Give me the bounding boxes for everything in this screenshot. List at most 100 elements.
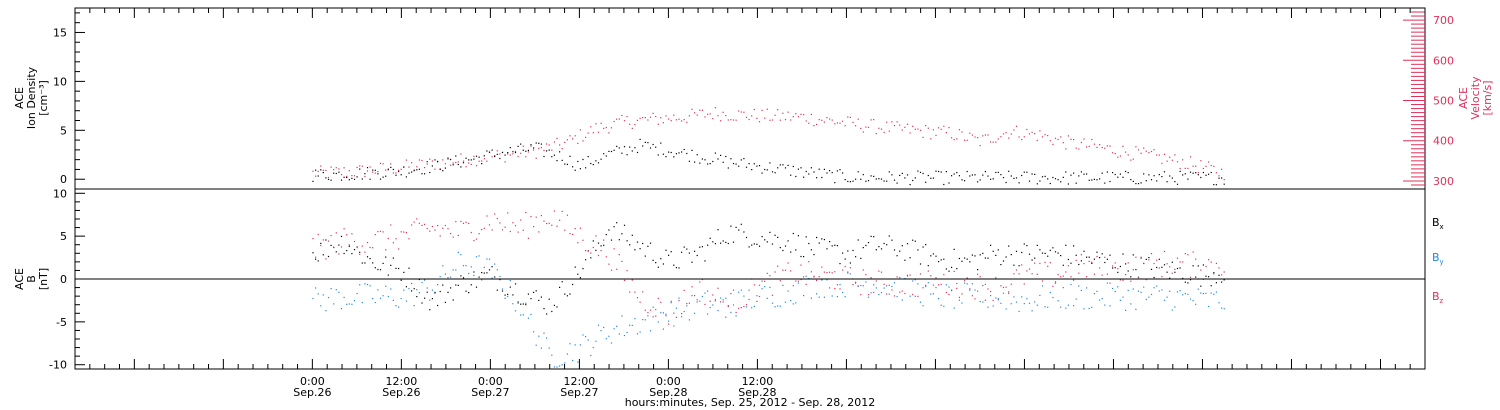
density-series-point (764, 168, 766, 171)
bz-series-point (566, 214, 568, 216)
density-series-point (603, 153, 605, 155)
bx-series-point (909, 257, 911, 259)
by-series-point (551, 354, 553, 356)
bx-series-point (701, 246, 703, 248)
by-series-point (1005, 308, 1007, 310)
by-series-point (372, 298, 374, 300)
density-series-point (447, 157, 449, 159)
velocity-series-point (1062, 142, 1064, 144)
bz-series-point (919, 273, 922, 275)
bz-series-point (585, 250, 587, 252)
bz-series-point (769, 275, 771, 277)
bz-series-point (488, 224, 491, 226)
by-series-point (530, 313, 532, 316)
density-series-point (880, 178, 883, 180)
bx-series-point (782, 249, 784, 252)
density-series-point (665, 156, 667, 158)
density-series-point (522, 149, 524, 151)
bz-series-point (540, 215, 542, 217)
bx-series-point (1002, 260, 1005, 262)
velocity-series-point (795, 113, 797, 115)
velocity-series-point (1109, 145, 1111, 147)
bx-series-point (927, 265, 929, 267)
by-series-point (977, 290, 979, 292)
density-series-point (481, 163, 483, 165)
density-series-point (694, 161, 696, 163)
bz-series-point (481, 229, 483, 231)
ylabel-line3: [cm⁻³] (37, 80, 50, 116)
density-series-point (431, 165, 433, 167)
bz-series-point (725, 316, 727, 318)
density-series-point (730, 158, 732, 160)
bz-series-point (1213, 273, 1215, 275)
velocity-series-point (538, 147, 540, 150)
bz-series (312, 210, 1225, 325)
velocity-series-point (392, 172, 394, 174)
bx-series-point (875, 249, 877, 251)
velocity-series-point (797, 116, 799, 118)
velocity-series-point (826, 117, 828, 119)
bx-series-point (1223, 279, 1225, 281)
bx-series-point (1109, 254, 1111, 256)
velocity-series-point (1091, 138, 1093, 141)
bz-series-point (569, 233, 571, 235)
bx-series-point (608, 229, 610, 231)
density-series-point (631, 150, 633, 152)
bz-series-point (862, 269, 864, 271)
velocity-series-point (644, 117, 646, 119)
bz-series-point (592, 246, 594, 249)
by-series-point (494, 263, 496, 265)
density-series-point (657, 154, 659, 156)
bz-series-point (457, 234, 459, 236)
density-series-point (1018, 182, 1020, 184)
density-series-point (805, 170, 807, 173)
by-series-point (520, 314, 522, 316)
bz-series-point (803, 276, 805, 278)
by-series-point (631, 324, 633, 326)
density-series-point (1153, 175, 1155, 177)
bz-series-point (561, 210, 563, 212)
density-series-point (930, 177, 932, 179)
velocity-series-point (338, 168, 340, 170)
bz-series-point (548, 222, 550, 224)
bz-series-point (353, 240, 356, 243)
bz-series-point (613, 248, 615, 250)
density-series-point (512, 151, 514, 153)
velocity-series-point (971, 134, 973, 136)
velocity-series-point (1041, 136, 1044, 138)
bz-series-point (880, 271, 883, 273)
bx-series-point (574, 266, 576, 268)
density-series-point (444, 167, 446, 169)
bz-series-point (577, 242, 579, 244)
by-series-point (883, 287, 885, 289)
density-series-point (1223, 183, 1225, 185)
bz-series-point (346, 234, 348, 236)
density-series-point (1031, 173, 1033, 175)
by-series-point (1176, 291, 1179, 293)
velocity-series-point (1086, 146, 1088, 148)
by-series-point (587, 339, 589, 341)
velocity-series-point (1114, 153, 1116, 155)
bx-series-point (1008, 245, 1010, 247)
by-series-point (657, 321, 659, 323)
by-series-point (919, 301, 922, 303)
velocity-series-point (525, 156, 527, 158)
bx-series-point (1210, 285, 1212, 287)
density-series-point (709, 163, 711, 165)
density-series-point (366, 167, 369, 169)
density-series-point (564, 163, 566, 165)
bx-series-point (626, 240, 628, 242)
density-series-point (1195, 172, 1197, 174)
density-series-point (855, 178, 857, 180)
bx-series-point (631, 234, 633, 236)
bz-series-point (678, 299, 680, 302)
by-series-point (1171, 309, 1173, 311)
by-series-point (1002, 292, 1005, 294)
velocity-series-point (1197, 172, 1199, 174)
density-series-point (426, 161, 428, 163)
bz-series-point (1057, 273, 1059, 276)
density-series-point (372, 169, 374, 171)
velocity-series-point (1127, 154, 1129, 156)
velocity-series-point (556, 137, 558, 139)
by-series-point (823, 296, 825, 298)
